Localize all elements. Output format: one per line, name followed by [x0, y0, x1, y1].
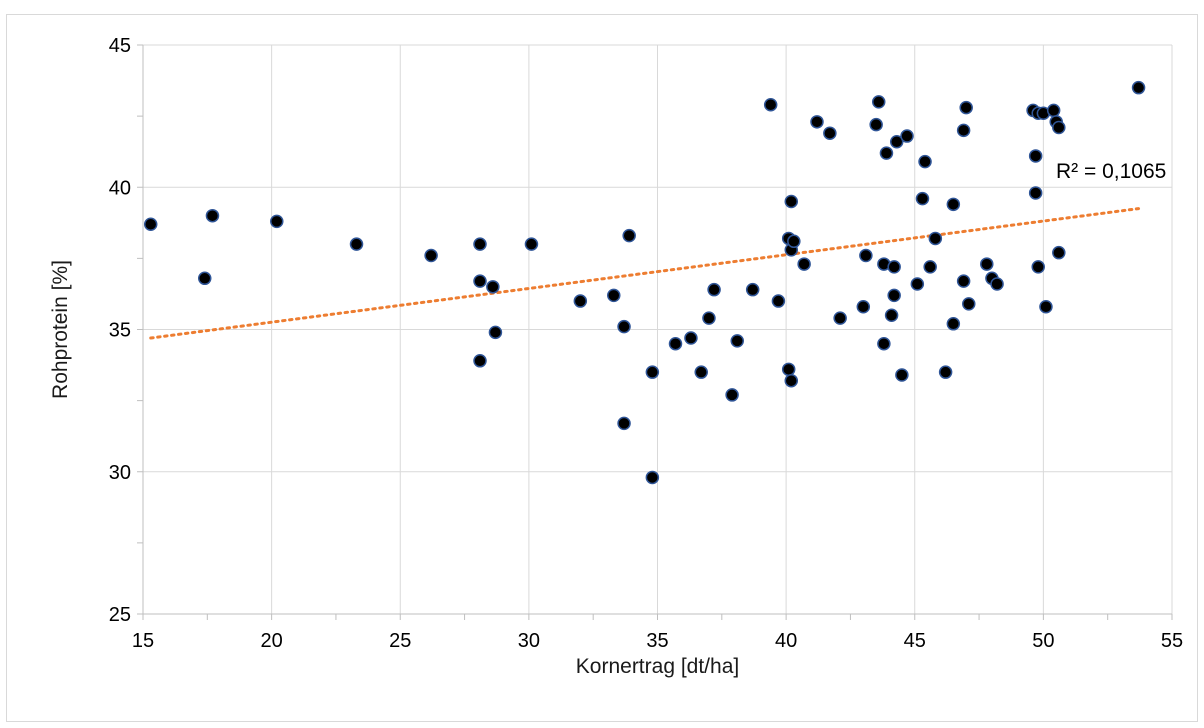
data-point — [1046, 103, 1061, 118]
data-point — [928, 231, 943, 246]
data-point — [879, 146, 894, 160]
data-point — [473, 237, 487, 251]
data-point — [349, 237, 364, 251]
data-point — [745, 282, 760, 297]
y-tick-label: 30 — [109, 462, 131, 484]
x-tick-label: 45 — [904, 630, 926, 652]
x-tick-label: 35 — [646, 630, 668, 652]
data-point — [887, 260, 901, 274]
y-tick-label: 25 — [109, 604, 131, 626]
data-point — [205, 208, 220, 223]
data-point — [488, 325, 503, 340]
data-point — [946, 197, 961, 212]
tick-labels: 15 20 25 30 35 40 45 50 55 25 30 35 40 45 — [109, 35, 1183, 652]
data-point — [784, 194, 799, 209]
x-tick-label: 50 — [1032, 630, 1054, 652]
data-point — [938, 365, 953, 379]
data-point — [918, 154, 932, 169]
data-point — [895, 368, 909, 382]
data-point — [730, 334, 744, 348]
data-point — [424, 248, 438, 263]
data-point — [684, 331, 698, 345]
data-point — [884, 308, 899, 323]
data-point — [856, 299, 871, 314]
x-axis-title: Kornertrag [dt/ha] — [576, 655, 739, 678]
trendline-group — [149, 207, 1141, 340]
data-point — [607, 288, 621, 303]
data-point — [486, 280, 500, 294]
data-point — [781, 362, 796, 377]
trendline — [149, 207, 1141, 340]
data-point — [877, 336, 891, 351]
data-point — [707, 282, 721, 297]
gridlines — [137, 44, 1173, 620]
data-point — [1031, 260, 1045, 274]
data-point — [1039, 299, 1053, 314]
y-tick-label: 45 — [109, 35, 131, 57]
data-point — [725, 388, 739, 402]
data-point — [946, 317, 961, 331]
x-tick-label: 40 — [775, 630, 797, 652]
data-point — [910, 277, 925, 291]
x-tick-label: 25 — [389, 630, 411, 652]
data-point — [645, 470, 660, 485]
data-point — [771, 294, 786, 308]
x-tick-label: 20 — [261, 630, 283, 652]
data-point — [797, 257, 811, 271]
data-point — [810, 115, 824, 129]
data-point — [956, 123, 971, 138]
data-point — [833, 311, 847, 325]
data-point — [823, 126, 837, 140]
data-point — [871, 95, 886, 109]
data-point — [694, 365, 708, 379]
data-point — [763, 97, 778, 112]
x-tick-label: 55 — [1161, 630, 1183, 652]
y-axis-title: Rohprotein [%] — [49, 260, 72, 399]
data-point — [1028, 186, 1043, 200]
data-point — [473, 354, 487, 368]
data-point — [524, 237, 539, 251]
data-point — [869, 117, 883, 132]
x-tick-label: 30 — [518, 630, 540, 652]
data-point — [887, 288, 901, 303]
data-point — [573, 294, 588, 308]
data-point — [622, 228, 636, 243]
data-point — [668, 336, 683, 351]
data-point — [1052, 120, 1066, 135]
data-point — [889, 134, 904, 149]
data-point — [617, 416, 631, 431]
r-squared-label: R² = 0,1065 — [1056, 160, 1166, 183]
data-point — [702, 311, 716, 325]
data-point — [270, 214, 284, 229]
data-point — [962, 297, 976, 311]
data-points — [143, 80, 1146, 485]
data-point — [645, 365, 660, 379]
data-point — [617, 319, 631, 334]
chart-frame — [6, 14, 1198, 722]
data-point — [956, 274, 971, 288]
data-point — [990, 277, 1004, 291]
data-point — [1028, 149, 1043, 163]
data-point — [1131, 80, 1146, 95]
data-point — [1052, 245, 1066, 260]
data-point — [784, 373, 799, 388]
data-point — [915, 191, 930, 206]
y-tick-label: 40 — [109, 177, 131, 199]
y-tick-label: 35 — [109, 320, 131, 342]
data-point — [959, 100, 973, 115]
data-point — [473, 274, 487, 288]
data-point — [197, 271, 212, 286]
data-point — [859, 248, 873, 263]
x-tick-label: 15 — [132, 630, 154, 652]
data-point — [143, 217, 158, 231]
data-point — [787, 234, 801, 249]
data-point — [900, 129, 914, 143]
data-point — [923, 260, 937, 274]
data-point — [980, 257, 994, 271]
